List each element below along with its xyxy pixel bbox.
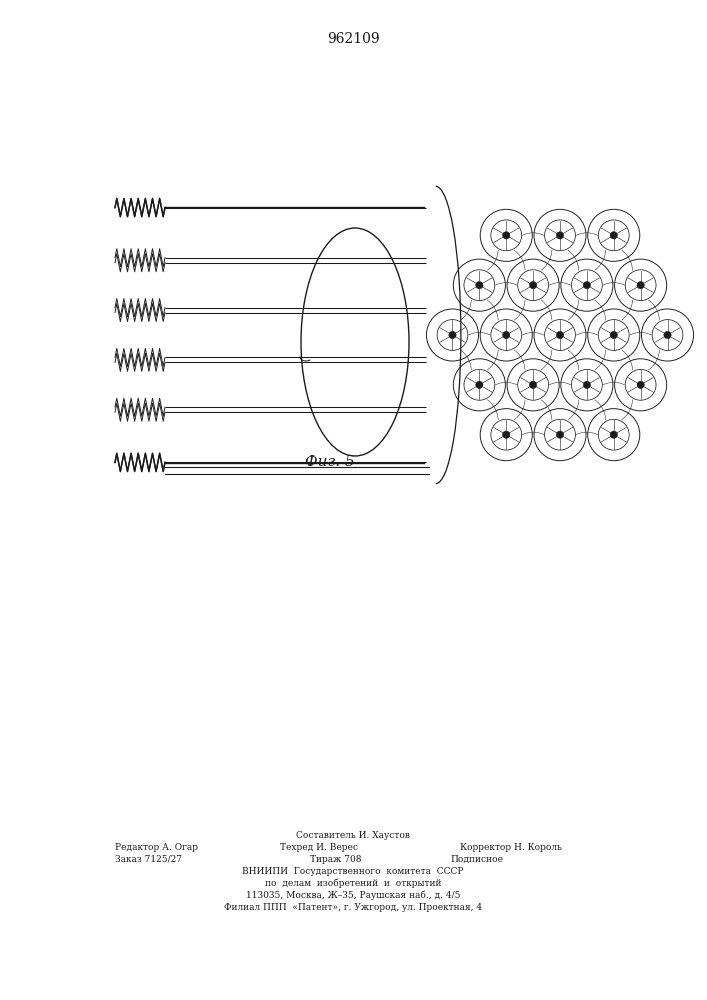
Circle shape [503, 431, 510, 438]
Circle shape [610, 331, 617, 339]
Text: Корректор Н. Король: Корректор Н. Король [460, 843, 562, 852]
Circle shape [556, 331, 563, 339]
Circle shape [503, 232, 510, 239]
Text: Подписное: Подписное [450, 855, 503, 864]
Circle shape [530, 282, 537, 289]
Text: Техред И. Верес: Техред И. Верес [280, 843, 358, 852]
Text: Редактор А. Огар: Редактор А. Огар [115, 843, 198, 852]
Circle shape [476, 282, 483, 289]
Circle shape [449, 331, 456, 339]
Text: Заказ 7125/27: Заказ 7125/27 [115, 855, 182, 864]
Text: ВНИИПИ  Государственного  комитета  СССР: ВНИИПИ Государственного комитета СССР [243, 867, 464, 876]
Text: 113035, Москва, Ж–35, Раушская наб., д. 4/5: 113035, Москва, Ж–35, Раушская наб., д. … [246, 890, 460, 900]
Circle shape [556, 232, 563, 239]
Circle shape [530, 381, 537, 388]
Text: 962109: 962109 [327, 32, 380, 46]
Circle shape [583, 282, 590, 289]
Text: по  делам  изобретений  и  открытий: по делам изобретений и открытий [264, 879, 441, 888]
Circle shape [664, 331, 671, 339]
Text: Тираж 708: Тираж 708 [310, 855, 361, 864]
Circle shape [476, 381, 483, 388]
Circle shape [503, 331, 510, 339]
Circle shape [610, 431, 617, 438]
Text: Филиал ППП  «Патент», г. Ужгород, ул. Проектная, 4: Филиал ППП «Патент», г. Ужгород, ул. Про… [224, 903, 482, 912]
Circle shape [583, 381, 590, 388]
Circle shape [637, 381, 644, 388]
Circle shape [610, 232, 617, 239]
Text: Фиг. 5: Фиг. 5 [305, 455, 355, 469]
Circle shape [637, 282, 644, 289]
Circle shape [556, 431, 563, 438]
Text: Составитель И. Хаустов: Составитель И. Хаустов [296, 831, 410, 840]
